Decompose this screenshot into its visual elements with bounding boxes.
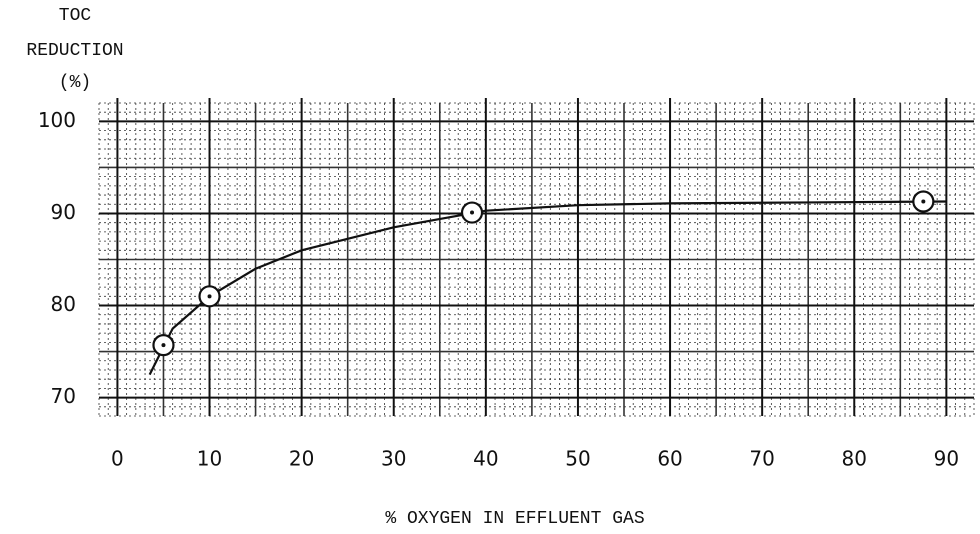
y-label: (%) xyxy=(59,73,91,93)
x-tick-label: 10 xyxy=(197,447,222,471)
y-tick-label: 70 xyxy=(51,384,76,408)
x-tick-label: 40 xyxy=(473,447,498,471)
curve xyxy=(148,200,947,376)
point-dot xyxy=(921,199,926,204)
y-label: REDUCTION xyxy=(26,41,123,61)
y-tick-label: 80 xyxy=(51,292,76,316)
point-dot xyxy=(470,210,475,215)
point xyxy=(198,285,221,308)
y-tick-label: 100 xyxy=(38,108,76,132)
x-tick-label: 90 xyxy=(934,447,959,471)
point-dot xyxy=(161,343,166,348)
x-tick-label: 30 xyxy=(381,447,406,471)
point xyxy=(912,190,935,213)
x-label: % OXYGEN IN EFFLUENT GAS xyxy=(385,509,644,529)
x-tick-label: 80 xyxy=(842,447,867,471)
x-tick-label: 0 xyxy=(111,447,124,471)
point xyxy=(152,334,175,357)
x-tick-label: 60 xyxy=(657,447,682,471)
x-tick-label: 20 xyxy=(289,447,314,471)
x-tick-label: 70 xyxy=(749,447,774,471)
y-label: TOC xyxy=(59,6,92,26)
point xyxy=(460,201,484,224)
x-tick-label: 50 xyxy=(565,447,590,471)
y-tick-label: 90 xyxy=(51,200,76,224)
point-dot xyxy=(207,294,212,299)
